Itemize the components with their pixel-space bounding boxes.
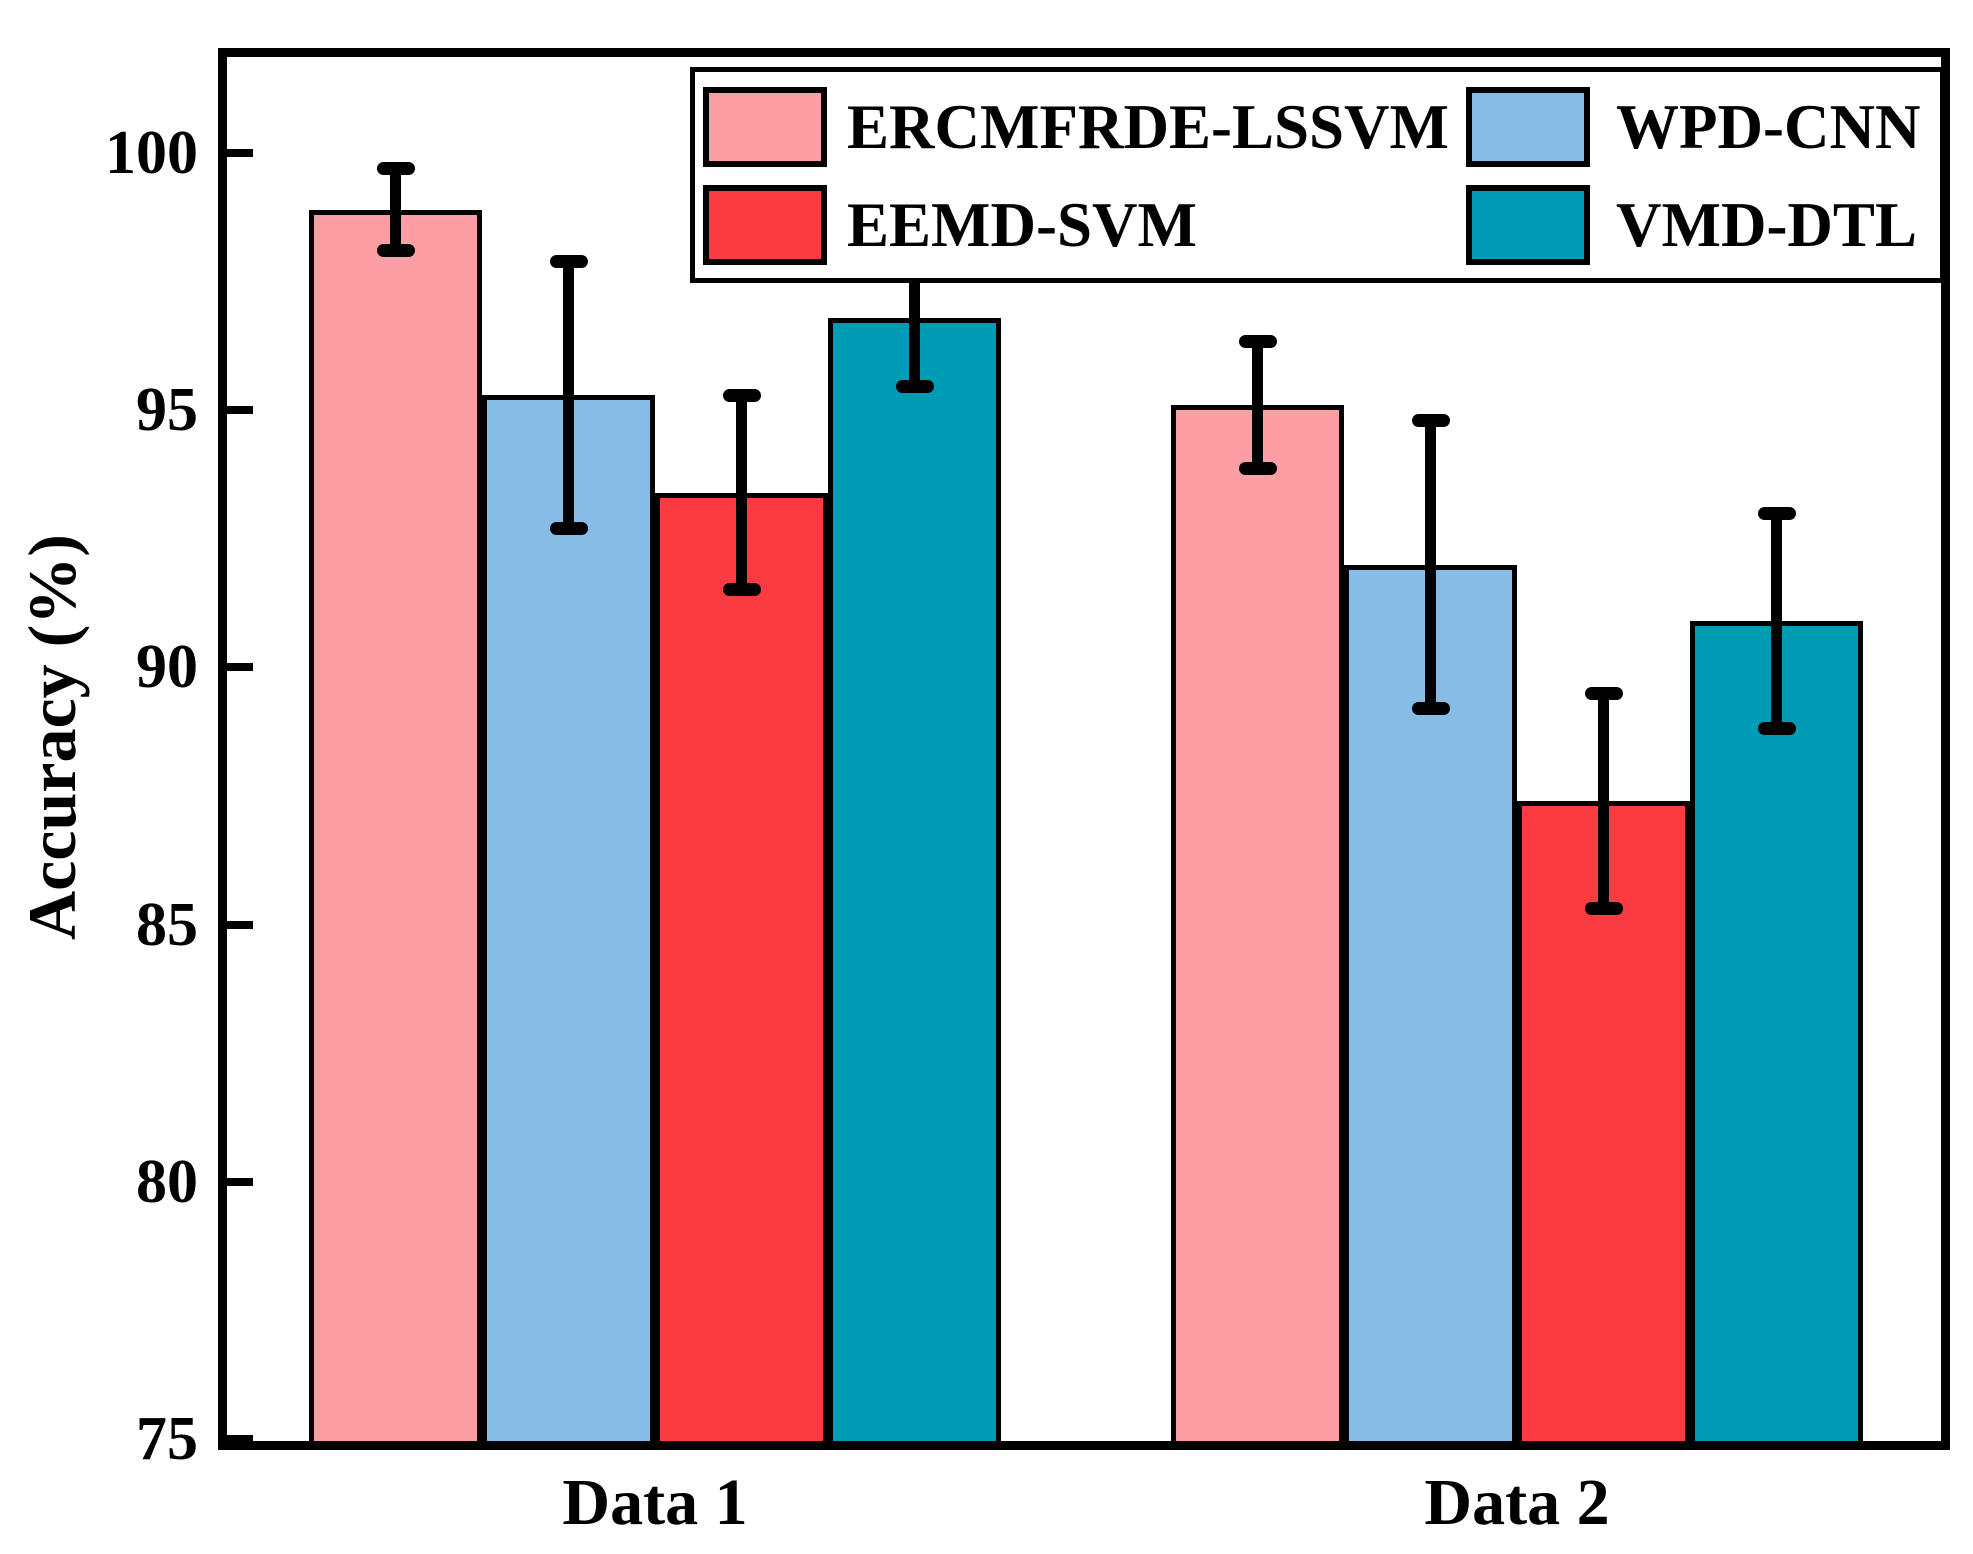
x-tick [1513, 1416, 1521, 1442]
error-bar-cap-bottom [722, 583, 761, 596]
error-bar-cap-top [1757, 507, 1796, 520]
error-bar [909, 248, 920, 387]
error-bar-cap-top [1411, 414, 1450, 427]
error-bar [1598, 693, 1609, 909]
error-bar-cap-bottom [1238, 462, 1277, 475]
x-tick [651, 1416, 659, 1442]
error-bar-cap-bottom [376, 244, 415, 257]
legend-label-wpd-cnn: WPD-CNN [1616, 92, 1921, 162]
error-bar [563, 261, 574, 529]
error-bar-cap-bottom [895, 380, 934, 393]
y-tick [227, 1178, 253, 1186]
y-tick-label: 75 [136, 1405, 198, 1473]
y-tick [227, 406, 253, 414]
legend-swatch-vmd-dtl [1466, 185, 1590, 265]
y-tick-label: 85 [136, 891, 198, 959]
bar-ercmfrde-lssvm-2 [1171, 405, 1344, 1449]
legend-swatch-eemd-svm [703, 185, 827, 265]
error-bar-cap-top [1238, 335, 1277, 348]
y-tick [227, 149, 253, 157]
error-bar-cap-top [376, 162, 415, 175]
y-tick [227, 921, 253, 929]
error-bar-cap-bottom [1584, 902, 1623, 915]
error-bar-cap-top [722, 389, 761, 402]
x-tick-label: Data 1 [562, 1466, 748, 1539]
legend-swatch-wpd-cnn [1466, 87, 1590, 167]
error-bar [1425, 420, 1436, 709]
error-bar-cap-top [1584, 687, 1623, 700]
bar-vmd-dtl-1 [828, 318, 1001, 1449]
error-bar [390, 168, 401, 251]
legend-label-eemd-svm: EEMD-SVM [847, 190, 1197, 260]
error-bar [1771, 513, 1782, 729]
bar-ercmfrde-lssvm-1 [309, 210, 482, 1449]
bar-eemd-svm-1 [655, 493, 828, 1449]
legend-label-vmd-dtl: VMD-DTL [1616, 190, 1917, 260]
error-bar [1252, 341, 1263, 469]
y-tick-label: 95 [136, 376, 198, 444]
bar-vmd-dtl-2 [1690, 621, 1863, 1449]
error-bar-cap-bottom [549, 522, 588, 535]
legend-swatch-ercmfrde-lssvm [703, 87, 827, 167]
legend: ERCMFRDE-LSSVM EEMD-SVM WPD-CNN VMD-DTL [690, 67, 1945, 283]
x-tick-label: Data 2 [1424, 1466, 1610, 1539]
error-bar [736, 395, 747, 590]
error-bar-cap-bottom [1411, 702, 1450, 715]
y-tick-label: 90 [136, 633, 198, 701]
error-bar-cap-bottom [1757, 722, 1796, 735]
y-tick-label: 100 [105, 119, 198, 187]
bar-wpd-cnn-1 [482, 395, 655, 1449]
error-bar-cap-top [549, 255, 588, 268]
y-tick-label: 80 [136, 1148, 198, 1216]
legend-label-ercmfrde-lssvm: ERCMFRDE-LSSVM [847, 92, 1450, 162]
y-tick [227, 663, 253, 671]
y-tick [227, 1435, 253, 1443]
